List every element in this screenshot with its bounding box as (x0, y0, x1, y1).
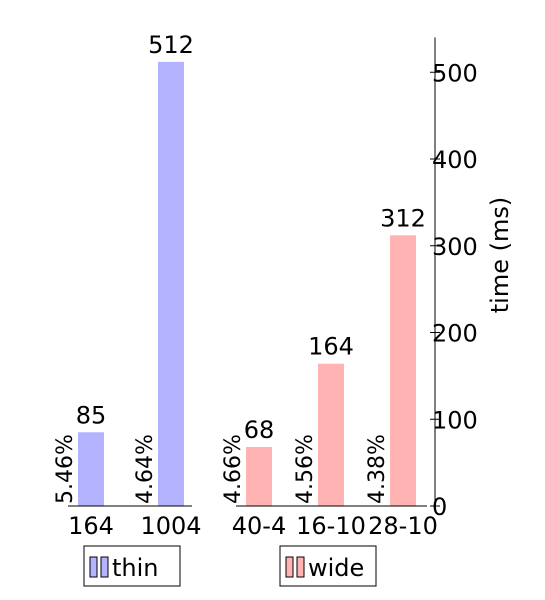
percent-label: 4.56% (293, 434, 318, 504)
y-tick-label: 500 (432, 59, 478, 87)
legend-swatch (285, 556, 294, 578)
y-tick-label: 300 (432, 233, 478, 261)
y-tick-label: 400 (432, 146, 478, 174)
percent-label: 4.38% (365, 434, 390, 504)
bar-thin-164 (78, 432, 104, 506)
x-axis: 164 1004 40-4 16-10 28-10 (68, 505, 438, 540)
y-axis: 0 100 200 300 400 500 (430, 37, 478, 521)
percent-label: 4.66% (221, 434, 246, 504)
y-tick-label: 200 (432, 320, 478, 348)
bar-thin-1004 (158, 61, 184, 507)
legend-swatch (100, 556, 109, 578)
percent-label: 5.46% (53, 434, 78, 504)
x-tick-label: 164 (68, 512, 114, 540)
bar-wide-28-10 (390, 235, 416, 506)
legend-swatch (296, 556, 305, 578)
bars-layer: 85 5.46% 512 4.64% 684.66% 164 4.56% 312 4.38% (53, 31, 426, 507)
x-tick-label: 1004 (140, 512, 201, 540)
legend-swatch (89, 556, 98, 578)
bar-wide-16-10 (318, 363, 344, 506)
x-tick-label: 28-10 (368, 512, 438, 540)
legend-label-wide: wide (308, 554, 364, 582)
y-axis-label: time (ms) (486, 197, 514, 313)
percent-label: 4.64% (133, 434, 158, 504)
legend: thin wide (83, 545, 377, 587)
value-label: 512 (148, 31, 194, 59)
legend-box-wide (279, 545, 377, 587)
legend-label-thin: thin (112, 554, 159, 582)
y-tick-label: 0 (432, 493, 447, 521)
x-tick-label: 40-4 (232, 512, 286, 540)
value-label: 68 (244, 416, 275, 444)
legend-box-thin (83, 545, 181, 587)
value-label: 164 (308, 333, 354, 361)
x-tick-label: 16-10 (296, 512, 366, 540)
y-tick-label: 100 (432, 406, 478, 434)
bar-wide-40-4 (246, 447, 272, 506)
value-label: 85 (76, 401, 107, 429)
value-label: 312 (380, 204, 426, 232)
